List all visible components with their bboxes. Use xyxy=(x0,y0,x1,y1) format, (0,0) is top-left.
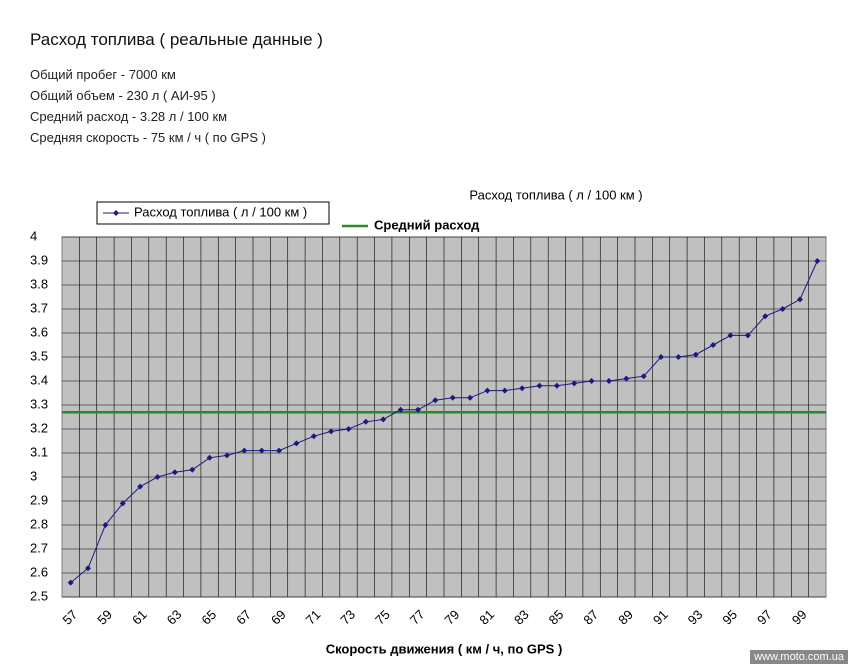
data-point xyxy=(67,579,74,586)
x-tick-label: 61 xyxy=(129,607,150,628)
data-point xyxy=(605,378,612,384)
x-tick-label: 65 xyxy=(198,607,219,628)
data-point xyxy=(119,500,126,507)
y-tick-label: 3.1 xyxy=(30,444,48,459)
data-point xyxy=(85,565,92,572)
data-point xyxy=(345,426,352,432)
x-tick-label: 93 xyxy=(685,607,706,628)
y-tick-label: 3.9 xyxy=(30,252,48,267)
data-point xyxy=(362,418,369,425)
x-tick-label: 69 xyxy=(268,607,289,628)
x-tick-label: 63 xyxy=(164,607,185,628)
header: Расход топлива ( реальные данные ) Общий… xyxy=(30,30,323,148)
data-point xyxy=(727,332,734,339)
x-tick-label: 83 xyxy=(511,607,532,628)
y-tick-label: 3.7 xyxy=(30,300,48,315)
data-point xyxy=(692,351,699,358)
x-tick-label: 73 xyxy=(337,607,358,628)
x-axis-label: Скорость движения ( км / ч, по GPS ) xyxy=(326,641,563,656)
data-point xyxy=(414,406,421,413)
info-line: Средняя скорость - 75 км / ч ( по GPS ) xyxy=(30,130,266,145)
legend-label: Средний расход xyxy=(374,217,480,232)
info-line: Общий объем - 230 л ( АИ-95 ) xyxy=(30,88,216,103)
series-line xyxy=(70,260,818,583)
y-tick-label: 3.6 xyxy=(30,324,48,339)
x-tick-label: 81 xyxy=(476,607,497,628)
data-point xyxy=(623,375,630,382)
data-point xyxy=(814,258,821,264)
data-point xyxy=(796,296,803,303)
y-tick-label: 3 xyxy=(30,468,37,483)
legend-marker xyxy=(113,210,119,216)
data-point xyxy=(154,474,161,480)
x-tick-label: 67 xyxy=(233,607,254,628)
y-tick-label: 3.2 xyxy=(30,420,48,435)
data-point xyxy=(675,354,682,360)
legend-label: Расход топлива ( л / 100 км ) xyxy=(134,204,307,219)
data-point xyxy=(744,332,751,339)
data-point xyxy=(571,380,578,387)
x-tick-label: 87 xyxy=(580,607,601,628)
x-tick-label: 95 xyxy=(719,607,740,628)
info-line: Средний расход - 3.28 л / 100 км xyxy=(30,109,228,124)
data-point xyxy=(276,447,283,454)
data-point xyxy=(241,447,248,454)
x-tick-label: 75 xyxy=(372,607,393,628)
data-point xyxy=(519,385,526,392)
data-point xyxy=(310,433,317,440)
data-point xyxy=(137,483,144,490)
y-tick-label: 3.5 xyxy=(30,348,48,363)
data-point xyxy=(171,469,178,476)
data-point xyxy=(380,416,387,423)
x-tick-label: 57 xyxy=(60,607,81,628)
y-tick-label: 4 xyxy=(30,228,37,243)
data-point xyxy=(189,466,196,473)
data-point xyxy=(328,428,335,435)
data-point xyxy=(640,373,647,380)
y-tick-label: 3.8 xyxy=(30,276,48,291)
data-point xyxy=(710,342,717,348)
info-line: Общий пробег - 7000 км xyxy=(30,67,176,82)
y-tick-label: 2.6 xyxy=(30,564,48,579)
page-title: Расход топлива ( реальные данные ) xyxy=(30,30,323,49)
watermark: www.moto.com.ua xyxy=(750,650,848,664)
data-point xyxy=(501,387,508,394)
x-tick-label: 77 xyxy=(407,607,428,628)
data-point xyxy=(449,394,456,401)
data-point xyxy=(397,406,404,413)
legend-box xyxy=(96,201,330,225)
data-point xyxy=(258,447,265,454)
data-point xyxy=(102,522,109,528)
data-point xyxy=(779,306,786,312)
x-tick-label: 71 xyxy=(303,607,324,628)
data-point xyxy=(536,382,543,389)
data-point xyxy=(658,354,665,360)
data-point xyxy=(762,313,769,320)
data-point xyxy=(467,394,474,401)
data-point xyxy=(432,397,439,404)
data-point xyxy=(223,452,230,459)
x-tick-label: 79 xyxy=(442,607,463,628)
x-tick-label: 89 xyxy=(615,607,636,628)
y-tick-label: 3.4 xyxy=(30,372,48,387)
data-point xyxy=(293,440,300,447)
x-tick-label: 91 xyxy=(650,607,671,628)
data-point xyxy=(484,387,491,394)
x-tick-label: 59 xyxy=(94,607,115,628)
x-tick-label: 85 xyxy=(546,607,567,628)
data-point xyxy=(553,382,560,389)
data-point xyxy=(206,454,213,461)
x-tick-label: 97 xyxy=(754,607,775,628)
y-tick-label: 2.9 xyxy=(30,492,48,507)
y-tick-label: 2.5 xyxy=(30,588,48,603)
data-point xyxy=(588,378,595,384)
chart-title: Расход топлива ( л / 100 км ) xyxy=(469,187,642,202)
y-tick-label: 2.7 xyxy=(30,540,48,555)
y-tick-label: 3.3 xyxy=(30,396,48,411)
x-tick-label: 99 xyxy=(789,607,810,628)
y-tick-label: 2.8 xyxy=(30,516,48,531)
